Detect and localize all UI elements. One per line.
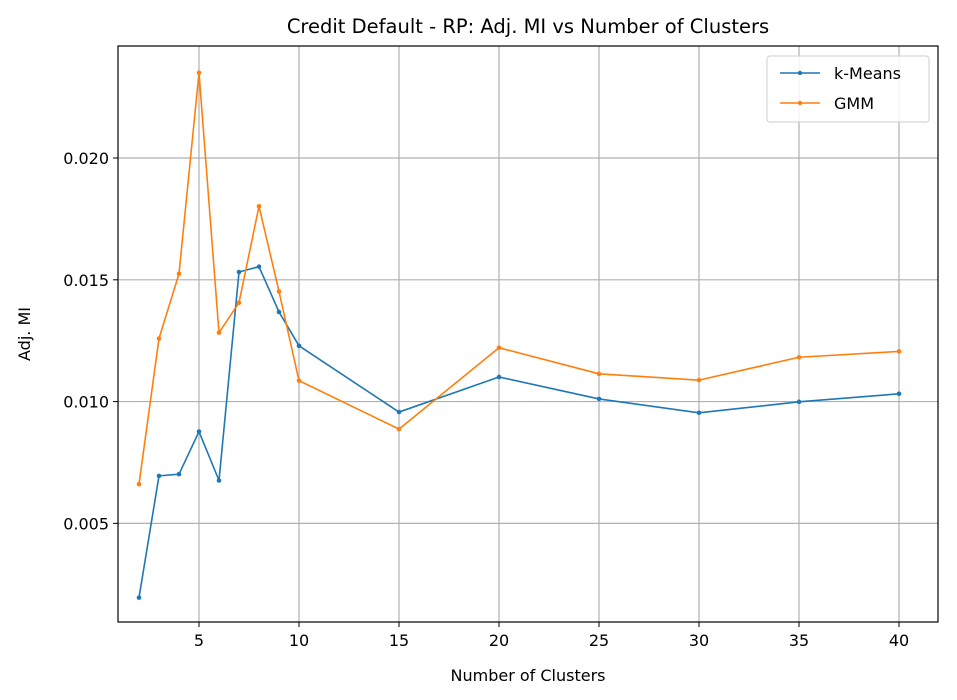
data-point-gmm	[196, 70, 202, 76]
data-point-k-means	[236, 269, 242, 275]
data-point-k-means	[176, 471, 182, 477]
data-point-k-means	[156, 473, 162, 479]
data-point-gmm	[216, 330, 222, 335]
legend: k-Means GMM	[766, 55, 930, 123]
data-point-gmm	[596, 371, 602, 377]
y-tick-label: 0.005	[63, 514, 109, 533]
x-tick-label: 40	[889, 631, 909, 650]
y-tick-label: 0.010	[63, 393, 109, 412]
y-axis-label: Adj. MI	[15, 307, 34, 361]
y-tick-label: 0.015	[63, 271, 109, 290]
x-axis-label: Number of Clusters	[451, 666, 606, 685]
chart-title: Credit Default - RP: Adj. MI vs Number o…	[287, 15, 769, 38]
data-point-gmm	[176, 271, 182, 277]
data-point-k-means	[216, 478, 222, 483]
x-tick-label: 30	[689, 631, 709, 650]
legend-marker-kmeans	[797, 70, 803, 76]
data-point-k-means	[896, 391, 902, 397]
legend-label-gmm: GMM	[834, 94, 874, 113]
data-point-k-means	[196, 429, 202, 434]
data-point-k-means	[136, 595, 142, 600]
plot-area-frame	[117, 45, 939, 623]
x-tick-label: 20	[489, 631, 509, 650]
data-point-gmm	[256, 203, 262, 209]
data-point-gmm	[236, 300, 242, 306]
data-point-gmm	[296, 378, 302, 383]
data-point-gmm	[496, 345, 502, 351]
data-point-k-means	[596, 396, 602, 402]
ticks: 5 10 15 20 25 30 35 40 0.005 0.010 0.015 0.020	[63, 149, 909, 650]
x-tick-label: 25	[589, 631, 609, 650]
data-point-k-means	[276, 309, 282, 315]
data-point-k-means	[496, 374, 502, 380]
data-point-k-means	[256, 264, 262, 269]
y-tick-label: 0.020	[63, 149, 109, 168]
x-tick-label: 15	[389, 631, 409, 650]
series-layer	[136, 70, 902, 600]
data-point-k-means	[696, 410, 702, 416]
data-point-gmm	[396, 426, 402, 432]
data-point-gmm	[136, 481, 142, 487]
legend-label-kmeans: k-Means	[834, 64, 901, 83]
x-tick-label: 10	[289, 631, 309, 650]
data-point-gmm	[696, 377, 702, 383]
data-point-gmm	[276, 289, 282, 294]
data-point-gmm	[156, 336, 162, 341]
data-point-gmm	[796, 354, 802, 360]
data-point-k-means	[396, 409, 402, 415]
data-point-k-means	[296, 343, 302, 349]
legend-marker-gmm	[797, 100, 803, 106]
data-point-k-means	[796, 399, 802, 405]
data-point-gmm	[896, 349, 902, 354]
x-tick-label: 35	[789, 631, 809, 650]
x-tick-label: 5	[194, 631, 204, 650]
